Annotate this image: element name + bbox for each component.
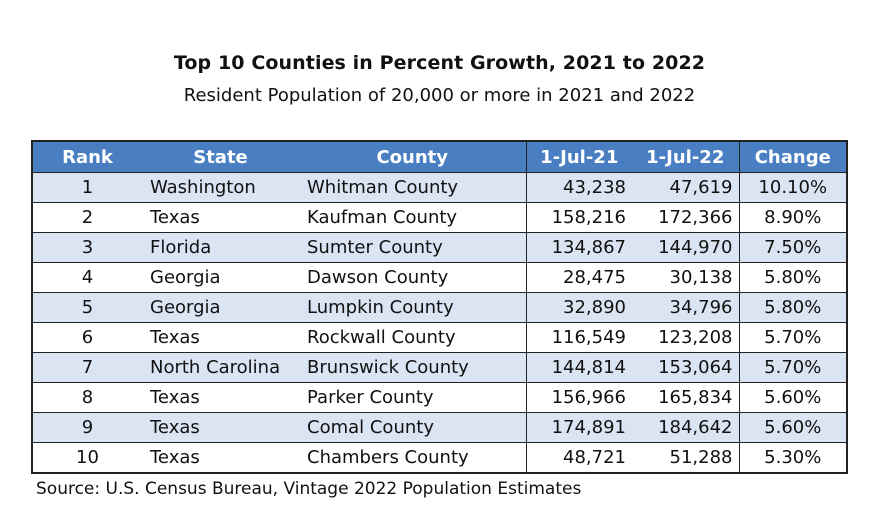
cell-county: Whitman County	[299, 172, 526, 203]
table-row: 9 Texas Comal County 174,891 184,642 5.60%	[32, 412, 847, 443]
cell-pop-2021: 48,721	[525, 442, 632, 473]
table-row: 8 Texas Parker County 156,966 165,834 5.60%	[32, 382, 847, 413]
source-note: Source: U.S. Census Bureau, Vintage 2022…	[36, 479, 582, 499]
cell-rank: 3	[32, 232, 142, 263]
cell-change: 5.70%	[738, 352, 847, 383]
cell-state: Texas	[142, 382, 299, 413]
cell-rank: 8	[32, 382, 142, 413]
cell-pop-2021: 28,475	[525, 262, 632, 293]
cell-change: 5.70%	[738, 322, 847, 353]
cell-rank: 1	[32, 172, 142, 203]
cell-county: Lumpkin County	[299, 292, 526, 323]
cell-rank: 2	[32, 202, 142, 233]
cell-change: 5.30%	[738, 442, 847, 473]
cell-pop-2021: 158,216	[525, 202, 632, 233]
table-header-row: Rank State County 1-Jul-21 1-Jul-22 Chan…	[32, 141, 847, 173]
cell-change: 5.80%	[738, 292, 847, 323]
table-row: 4 Georgia Dawson County 28,475 30,138 5.80%	[32, 262, 847, 293]
cell-county: Brunswick County	[299, 352, 526, 383]
cell-pop-2021: 43,238	[525, 172, 632, 203]
cell-rank: 5	[32, 292, 142, 323]
table-row: 3 Florida Sumter County 134,867 144,970 7.50%	[32, 232, 847, 263]
cell-change: 5.60%	[738, 412, 847, 443]
cell-pop-2021: 32,890	[525, 292, 632, 323]
cell-pop-2022: 184,642	[632, 412, 739, 443]
page-title: Top 10 Counties in Percent Growth, 2021 …	[173, 52, 706, 74]
page-subtitle: Resident Population of 20,000 or more in…	[183, 85, 696, 106]
table-row: 2 Texas Kaufman County 158,216 172,366 8.90%	[32, 202, 847, 233]
table-row: 6 Texas Rockwall County 116,549 123,208 5.70%	[32, 322, 847, 353]
cell-pop-2022: 172,366	[632, 202, 739, 233]
cell-pop-2022: 165,834	[632, 382, 739, 413]
table-body: 1 Washington Whitman County 43,238 47,619 10.…	[32, 172, 847, 473]
header-county: County	[299, 141, 526, 173]
cell-pop-2022: 30,138	[632, 262, 739, 293]
cell-pop-2021: 174,891	[525, 412, 632, 443]
cell-change: 5.80%	[738, 262, 847, 293]
cell-county: Parker County	[299, 382, 526, 413]
header-jul-22: 1-Jul-22	[632, 141, 739, 173]
cell-rank: 9	[32, 412, 142, 443]
cell-state: Washington	[142, 172, 299, 203]
cell-rank: 4	[32, 262, 142, 293]
cell-pop-2022: 123,208	[632, 322, 739, 353]
cell-county: Dawson County	[299, 262, 526, 293]
cell-pop-2021: 134,867	[525, 232, 632, 263]
cell-pop-2021: 116,549	[525, 322, 632, 353]
cell-state: Florida	[142, 232, 299, 263]
cell-state: Georgia	[142, 262, 299, 293]
cell-state: Texas	[142, 322, 299, 353]
cell-rank: 10	[32, 442, 142, 473]
header-change: Change	[738, 141, 847, 173]
header-jul-21: 1-Jul-21	[525, 141, 632, 173]
header-state: State	[142, 141, 299, 173]
cell-rank: 6	[32, 322, 142, 353]
cell-pop-2022: 34,796	[632, 292, 739, 323]
cell-pop-2022: 153,064	[632, 352, 739, 383]
cell-state: Georgia	[142, 292, 299, 323]
cell-pop-2022: 51,288	[632, 442, 739, 473]
cell-county: Comal County	[299, 412, 526, 443]
counties-table: Rank State County 1-Jul-21 1-Jul-22 Chan…	[31, 140, 848, 474]
cell-pop-2022: 144,970	[632, 232, 739, 263]
table-row: 1 Washington Whitman County 43,238 47,619 10.…	[32, 172, 847, 203]
table-row: 5 Georgia Lumpkin County 32,890 34,796 5.80%	[32, 292, 847, 323]
cell-state: Texas	[142, 412, 299, 443]
cell-state: North Carolina	[142, 352, 299, 383]
table-row: 10 Texas Chambers County 48,721 51,288 5.30%	[32, 442, 847, 473]
cell-change: 5.60%	[738, 382, 847, 413]
header-rank: Rank	[32, 141, 142, 173]
cell-rank: 7	[32, 352, 142, 383]
cell-pop-2021: 156,966	[525, 382, 632, 413]
cell-change: 7.50%	[738, 232, 847, 263]
cell-pop-2022: 47,619	[632, 172, 739, 203]
cell-state: Texas	[142, 442, 299, 473]
cell-county: Sumter County	[299, 232, 526, 263]
cell-change: 10.10%	[738, 172, 847, 203]
cell-state: Texas	[142, 202, 299, 233]
table-row: 7 North Carolina Brunswick County 144,814 15…	[32, 352, 847, 383]
cell-pop-2021: 144,814	[525, 352, 632, 383]
cell-county: Rockwall County	[299, 322, 526, 353]
cell-county: Kaufman County	[299, 202, 526, 233]
cell-change: 8.90%	[738, 202, 847, 233]
cell-county: Chambers County	[299, 442, 526, 473]
